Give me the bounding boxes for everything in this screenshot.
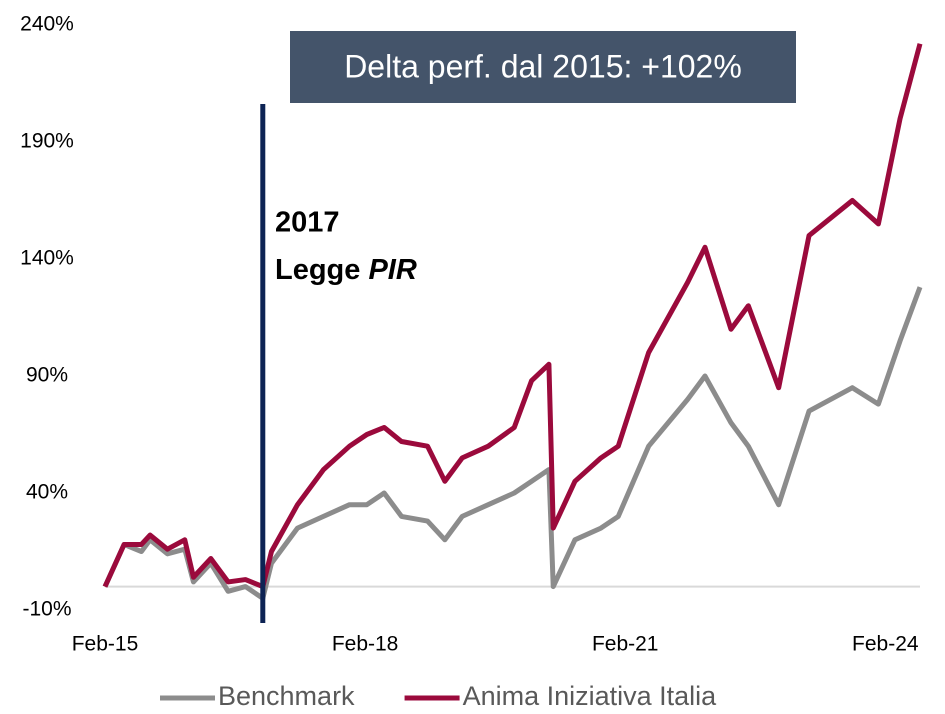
x-tick-label: Feb-18 — [332, 633, 399, 656]
law-prefix: Legge — [275, 254, 360, 286]
legend-label: Benchmark — [218, 681, 355, 711]
law-name: PIR — [368, 254, 416, 286]
annotation-law: Legge PIR — [275, 254, 417, 286]
y-tick-label: 240% — [20, 13, 74, 36]
series-line — [102, 43, 923, 590]
y-tick-label: 140% — [20, 247, 74, 270]
y-tick-label: 190% — [20, 130, 74, 153]
x-tick-label: Feb-15 — [72, 633, 139, 656]
y-tick-label: -10% — [22, 598, 71, 621]
x-tick-label: Feb-21 — [592, 633, 659, 656]
annotation-box — [290, 31, 796, 103]
annotation-box-text: Delta perf. dal 2015: +102% — [344, 48, 742, 84]
legend-label: Anima Iniziativa Italia — [463, 681, 718, 711]
y-tick-label: 40% — [26, 481, 68, 504]
annotation-year: 2017 — [275, 207, 340, 239]
y-tick-label: 90% — [26, 364, 68, 387]
x-tick-label: Feb-24 — [852, 633, 919, 656]
series-line — [102, 286, 923, 601]
